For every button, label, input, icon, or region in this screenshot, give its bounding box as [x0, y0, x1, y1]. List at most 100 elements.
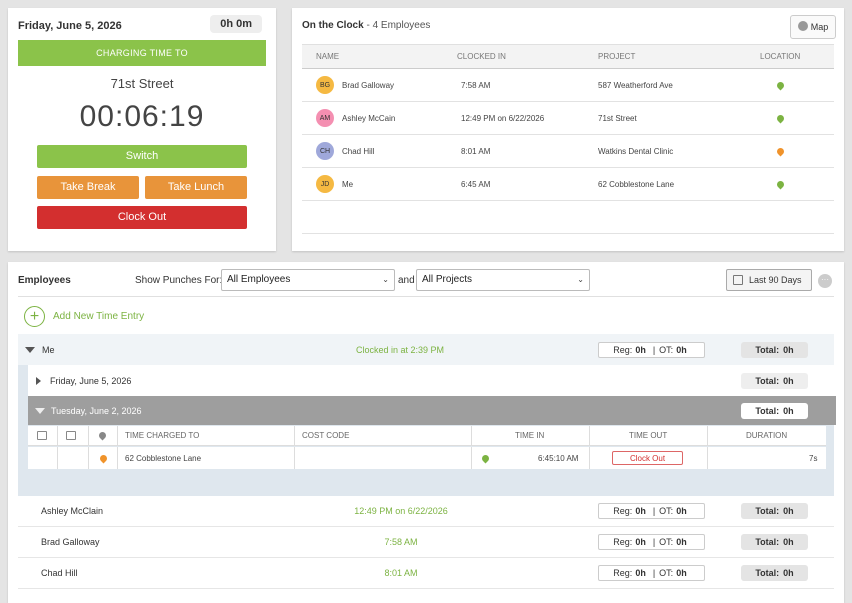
divider: [18, 296, 834, 297]
employee-filter-value: All Employees: [227, 274, 291, 285]
employee-cell: JD Me: [316, 168, 353, 200]
add-entry-label: Add New Time Entry: [53, 310, 145, 322]
clock-card: Friday, June 5, 2026 0h 0m CHARGING TIME…: [8, 8, 276, 251]
location-pin-icon[interactable]: [775, 135, 786, 167]
employee-name: Brad Galloway: [342, 80, 395, 90]
take-break-button[interactable]: Take Break: [37, 176, 139, 199]
duration-value: 7s: [809, 453, 818, 463]
avatar: BG: [316, 76, 334, 94]
table-row[interactable]: JD Me 6:45 AM 62 Cobblestone Lane: [302, 168, 834, 201]
clock-out-link[interactable]: Clock Out: [612, 447, 683, 469]
switch-button[interactable]: Switch: [37, 145, 247, 168]
map-label: Map: [810, 22, 829, 32]
col-name[interactable]: NAME: [316, 52, 340, 61]
col-time-in[interactable]: TIME IN: [515, 431, 545, 440]
clocked-in-value: 12:49 PM on 6/22/2026: [461, 113, 545, 123]
current-date: Friday, June 5, 2026: [18, 20, 122, 32]
on-the-clock-table: NAME CLOCKED IN PROJECT LOCATION BG Brad…: [302, 44, 834, 234]
col-time-charged-to[interactable]: TIME CHARGED TO: [125, 431, 200, 440]
employee-row[interactable]: Ashley McClain 12:49 PM on 6/22/2026 Reg…: [18, 496, 834, 527]
day-row-june-2[interactable]: Tuesday, June 2, 2026 Total: 0h: [28, 396, 836, 425]
project-value: 62 Cobblestone Lane: [598, 179, 675, 189]
table-row[interactable]: BG Brad Galloway 7:58 AM 587 Weatherford…: [302, 69, 834, 102]
employee-row-me[interactable]: Me Clocked in at 2:39 PM Reg: 0h | OT: 0h To…: [18, 334, 834, 365]
project-filter-select[interactable]: All Projects ⌄: [416, 269, 590, 291]
total-box: Total: 0h: [741, 396, 808, 425]
chevron-down-icon: ⌄: [382, 275, 389, 284]
col-clocked-in[interactable]: CLOCKED IN: [457, 52, 506, 61]
employee-name: Chad Hill: [342, 146, 375, 156]
reg-ot-box: Reg: 0h | OT: 0h: [598, 527, 705, 557]
total-box: Total: 0h: [741, 558, 808, 588]
total-box: Total: 0h: [741, 365, 808, 396]
employee-row[interactable]: Brad Galloway 7:58 AM Reg: 0h | OT: 0h Total…: [18, 527, 834, 558]
employees-title: Employees: [18, 275, 71, 286]
take-lunch-button[interactable]: Take Lunch: [145, 176, 247, 199]
employee-name: Chad Hill: [41, 568, 78, 578]
location-pin-icon[interactable]: [775, 168, 786, 200]
location-pin-icon: [480, 447, 491, 469]
table-header: NAME CLOCKED IN PROJECT LOCATION: [302, 44, 834, 69]
chevron-down-icon[interactable]: [25, 334, 35, 365]
project-value: 71st Street: [598, 113, 637, 123]
charging-label: CHARGING TIME TO: [18, 40, 266, 66]
date-range-button[interactable]: Last 90 Days: [726, 269, 812, 291]
on-the-clock-title: On the Clock - 4 Employees: [302, 20, 430, 31]
on-the-clock-card: On the Clock - 4 Employees Map NAME CLOC…: [292, 8, 844, 251]
reg-ot-box: Reg: 0h | OT: 0h: [598, 334, 705, 365]
punch-row[interactable]: 62 Cobblestone Lane 6:45:10 AM Clock Out…: [28, 447, 826, 469]
employees-card: Employees Show Punches For: All Employee…: [8, 262, 844, 603]
charged-to-value: 62 Cobblestone Lane: [125, 453, 202, 463]
clock-status: Clocked in at 2:39 PM: [356, 344, 445, 355]
col-location[interactable]: LOCATION: [760, 52, 801, 61]
employee-filter-select[interactable]: All Employees ⌄: [221, 269, 395, 291]
globe-icon: [797, 21, 808, 31]
project-value: Watkins Dental Clinic: [598, 146, 674, 156]
show-punches-label: Show Punches For:: [135, 275, 223, 286]
day-row-june-5[interactable]: Friday, June 5, 2026 Total: 0h: [28, 365, 834, 396]
col-time-out[interactable]: TIME OUT: [629, 431, 668, 440]
day-label: Friday, June 5, 2026: [50, 375, 132, 386]
project-filter-value: All Projects: [422, 274, 473, 285]
avatar: AM: [316, 109, 334, 127]
employee-count: - 4 Employees: [363, 20, 431, 31]
add-time-entry-button[interactable]: + Add New Time Entry: [24, 305, 144, 327]
table-row[interactable]: CH Chad Hill 8:01 AM Watkins Dental Clin…: [302, 135, 834, 168]
employee-row[interactable]: Chad Hill 8:01 AM Reg: 0h | OT: 0h Total: 0h: [18, 558, 834, 589]
location-pin-icon[interactable]: [775, 69, 786, 101]
clocked-in-value: 7:58 AM: [461, 80, 491, 90]
plus-icon: +: [24, 305, 45, 327]
employee-name: Me: [42, 344, 55, 355]
employee-name: Brad Galloway: [41, 537, 100, 547]
chevron-down-icon[interactable]: [35, 396, 45, 425]
day-label: Tuesday, June 2, 2026: [51, 405, 142, 416]
punch-table-header: TIME CHARGED TO COST CODE TIME IN TIME O…: [28, 426, 826, 446]
employee-name: Ashley McClain: [41, 506, 104, 516]
time-in-value: 6:45:10 AM: [538, 453, 579, 463]
more-options-icon[interactable]: ···: [818, 274, 832, 288]
and-label: and: [398, 275, 415, 286]
employee-name: Me: [342, 179, 354, 189]
chevron-right-icon[interactable]: [36, 365, 41, 396]
avatar: CH: [316, 142, 334, 160]
employee-cell: BG Brad Galloway: [316, 69, 394, 101]
hours-badge: 0h 0m: [210, 15, 262, 33]
col-project[interactable]: PROJECT: [598, 52, 636, 61]
map-button[interactable]: Map: [790, 15, 836, 39]
reg-ot-box: Reg: 0h | OT: 0h: [598, 496, 705, 526]
chevron-down-icon: ⌄: [577, 275, 584, 284]
clock-status: 8:01 AM: [384, 568, 418, 578]
clocked-in-value: 6:45 AM: [461, 179, 491, 189]
empty-row: [302, 201, 834, 234]
col-cost-code[interactable]: COST CODE: [302, 431, 350, 440]
table-row[interactable]: AM Ashley McCain 12:49 PM on 6/22/2026 7…: [302, 102, 834, 135]
employee-cell: AM Ashley McCain: [316, 102, 395, 134]
clock-status: 7:58 AM: [384, 537, 418, 547]
date-range-label: Last 90 Days: [749, 275, 802, 285]
calendar-icon: [733, 275, 743, 285]
employee-name: Ashley McCain: [342, 113, 396, 123]
clock-out-button[interactable]: Clock Out: [37, 206, 247, 229]
col-duration[interactable]: DURATION: [746, 431, 788, 440]
location-pin-icon[interactable]: [775, 102, 786, 134]
project-value: 587 Weatherford Ave: [598, 80, 673, 90]
